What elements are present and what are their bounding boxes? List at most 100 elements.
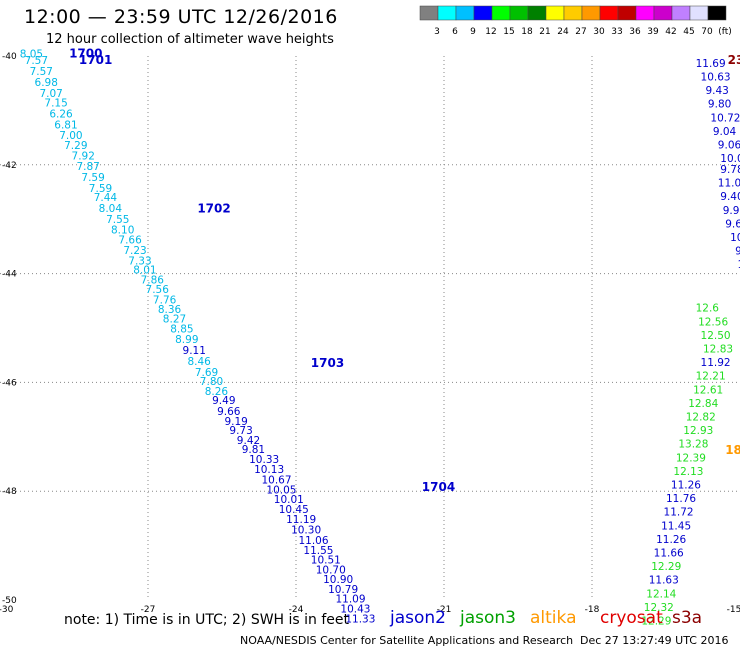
x-tick-label: -30 (0, 605, 14, 615)
swh-value-jason2: 7.55 (106, 214, 129, 226)
swh-value-jason2: 10.70 (316, 564, 346, 576)
swh-value-jason2: 8.99 (175, 334, 198, 346)
colorbar-label: (ft) (718, 27, 732, 37)
y-tick-label: -40 (2, 52, 17, 62)
footer-timestamp: Dec 27 13:27:49 UTC 2016 (580, 634, 729, 647)
swh-value-jason2: 6.26 (49, 108, 73, 120)
swh-value-jason2: 10.43 (340, 604, 370, 616)
swh-value-jason2: 11.19 (286, 514, 316, 526)
swh-value-jason2: 6.98 (35, 77, 58, 89)
swh-value-jason2: 7.66 (118, 235, 142, 247)
legend-jason2: jason2 (390, 608, 446, 628)
x-tick-label: -21 (437, 605, 452, 615)
y-tick-label: -50 (2, 596, 17, 606)
swh-value-s3a: 9.9 (735, 246, 740, 258)
swh-value-jason2: 11.09 (335, 594, 365, 606)
swh-value-altika: 12.50 (701, 330, 731, 342)
swh-value-jason2: 10.05 (266, 484, 296, 496)
swh-value-jason2: 8.36 (158, 304, 182, 316)
swh-value-jason2: 9.19 (224, 416, 247, 428)
swh-value-jason2: 9.81 (242, 444, 265, 456)
swh-value-jason2: 7.57 (25, 55, 48, 67)
swh-value-altika: 13.28 (678, 439, 708, 451)
swh-value-jason2: 10.90 (323, 574, 353, 586)
swh-value-jason2: 9.66 (217, 406, 241, 418)
swh-value-jason2: 7.56 (146, 284, 170, 296)
swh-value-altika: 12.13 (673, 466, 703, 478)
swh-value-altika: 12.6 (696, 303, 720, 315)
swh-value-altika: 12.84 (688, 398, 718, 410)
swh-value-jason2: 10.79 (328, 584, 358, 596)
colorbar-label: 18 (521, 27, 533, 37)
legend-altika: altika (530, 608, 577, 628)
legend-cryosat: cryosat (600, 608, 663, 628)
swh-value-s3a: 9.40 (720, 191, 740, 203)
swh-value-jason2: 9.49 (212, 395, 235, 407)
colorbar-label: 12 (485, 27, 496, 37)
swh-value-s3a: 10.04 (720, 153, 740, 165)
swh-value-altika: 12.29 (641, 615, 671, 627)
swh-value-s3a: 9.99 (723, 205, 740, 217)
colorbar-label: 30 (593, 27, 605, 37)
swh-value-jason2: 10.45 (279, 504, 309, 516)
x-tick-label: -27 (141, 605, 156, 615)
swh-value-s3a: 10.63 (701, 71, 731, 83)
swh-value-s3a: 9.43 (705, 85, 728, 97)
x-tick-label: -15 (727, 605, 740, 615)
swh-value-altika: 12.82 (686, 411, 716, 423)
time-label: 2334 (728, 53, 740, 67)
time-label: 1704 (422, 480, 455, 494)
swh-value-altika: 11.76 (666, 493, 696, 505)
time-label: 1700 (69, 47, 102, 61)
swh-value-altika: 11.26 (671, 479, 701, 491)
swh-value-s3a: 9.80 (708, 99, 731, 111)
colorbar-label: 70 (701, 27, 713, 37)
swh-value-s3a: 9.06 (718, 139, 740, 151)
swh-value-altika: 11.72 (664, 507, 694, 519)
swh-value-altika: 12.83 (703, 343, 733, 355)
swh-value-altika: 12.29 (651, 561, 681, 573)
swh-value-altika: 12.56 (698, 316, 728, 328)
swh-value-jason2: 7.07 (39, 88, 62, 100)
swh-value-jason2: 11.06 (298, 535, 328, 547)
swh-value-s3a: 11.69 (696, 58, 726, 70)
swh-value-altika: 11.66 (654, 547, 684, 559)
swh-value-jason2: 7.59 (89, 183, 112, 195)
colorbar-swatch (707, 5, 727, 21)
swh-value-jason2: 8.85 (170, 323, 193, 335)
time-label: 1701 (79, 53, 112, 67)
swh-value-jason2: 10.67 (261, 475, 291, 487)
colorbar-label: 24 (557, 27, 569, 37)
chart-title: 12:00 — 23:59 UTC 12/26/2016 (24, 6, 338, 28)
chart-subtitle: 12 hour collection of altimeter wave hei… (46, 32, 334, 47)
swh-value-jason2: 7.29 (64, 140, 87, 152)
colorbar-label: 9 (470, 27, 476, 37)
swh-value-jason2: 7.86 (141, 274, 165, 286)
swh-value-jason2: 7.00 (59, 130, 82, 142)
colorbar-label: 6 (452, 27, 458, 37)
colorbar-label: 21 (539, 27, 550, 37)
swh-value-altika: 11.92 (701, 357, 731, 369)
swh-value-jason2: 8.05 (20, 49, 43, 61)
swh-value-s3a: 10.72 (710, 112, 740, 124)
swh-value-altika: 11.45 (661, 520, 691, 532)
swh-value-s3a: 9.04 (713, 126, 737, 138)
colorbar-label: 42 (665, 27, 676, 37)
swh-value-altika: 12.93 (683, 425, 713, 437)
swh-value-jason2: 7.57 (30, 66, 53, 78)
swh-value-s3a: 11.02 (718, 178, 740, 190)
swh-value-jason2: 7.87 (76, 161, 99, 173)
y-tick-label: -48 (2, 487, 17, 497)
colorbar-label: 27 (575, 27, 586, 37)
swh-value-altika: 11.63 (649, 575, 679, 587)
swh-value-jason2: 10.13 (254, 464, 284, 476)
swh-value-altika: 12.39 (676, 452, 706, 464)
chart-note: note: 1) Time is in UTC; 2) SWH is in fe… (64, 612, 350, 628)
swh-value-altika: 12.14 (646, 588, 676, 600)
swh-value-jason2: 7.80 (200, 376, 223, 388)
color-legend: 3 6 9 12 15 18 21 24 27 30 33 36 39 42 45 70 (ft) (419, 5, 732, 37)
swh-value-jason2: 10.33 (249, 454, 279, 466)
swh-value-s3a: 9.78 (720, 164, 740, 176)
swh-value-jason2: 11.55 (303, 545, 333, 557)
